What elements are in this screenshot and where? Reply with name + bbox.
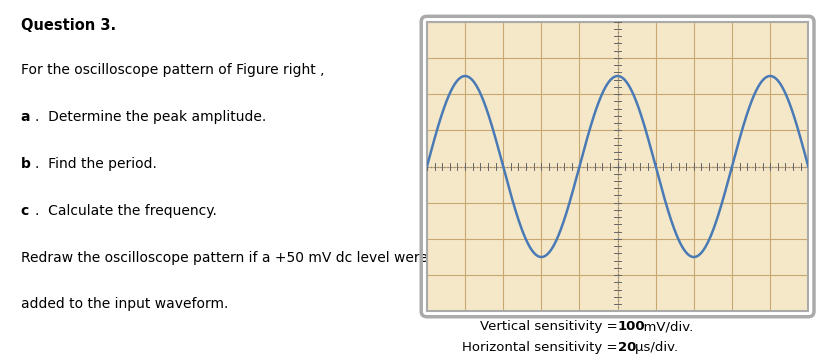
Text: .  Find the period.: . Find the period.: [35, 157, 157, 171]
Text: Vertical sensitivity =: Vertical sensitivity =: [479, 320, 617, 333]
Text: Horizontal sensitivity =: Horizontal sensitivity =: [461, 341, 617, 354]
Text: Question 3.: Question 3.: [21, 18, 116, 33]
Text: mV/div.: mV/div.: [617, 320, 692, 333]
Text: b: b: [21, 157, 31, 171]
Text: added to the input waveform.: added to the input waveform.: [21, 298, 228, 311]
Text: 100: 100: [617, 320, 644, 333]
Text: c: c: [21, 203, 29, 218]
Text: a: a: [21, 110, 30, 124]
Text: For the oscilloscope pattern of Figure right ,: For the oscilloscope pattern of Figure r…: [21, 63, 324, 77]
Text: .  Calculate the frequency.: . Calculate the frequency.: [35, 203, 217, 218]
Text: Redraw the oscilloscope pattern if a +50 mV dc level were: Redraw the oscilloscope pattern if a +50…: [21, 251, 427, 265]
Text: 20: 20: [617, 341, 635, 354]
Text: μs/div.: μs/div.: [617, 341, 677, 354]
Text: .  Determine the peak amplitude.: . Determine the peak amplitude.: [35, 110, 266, 124]
